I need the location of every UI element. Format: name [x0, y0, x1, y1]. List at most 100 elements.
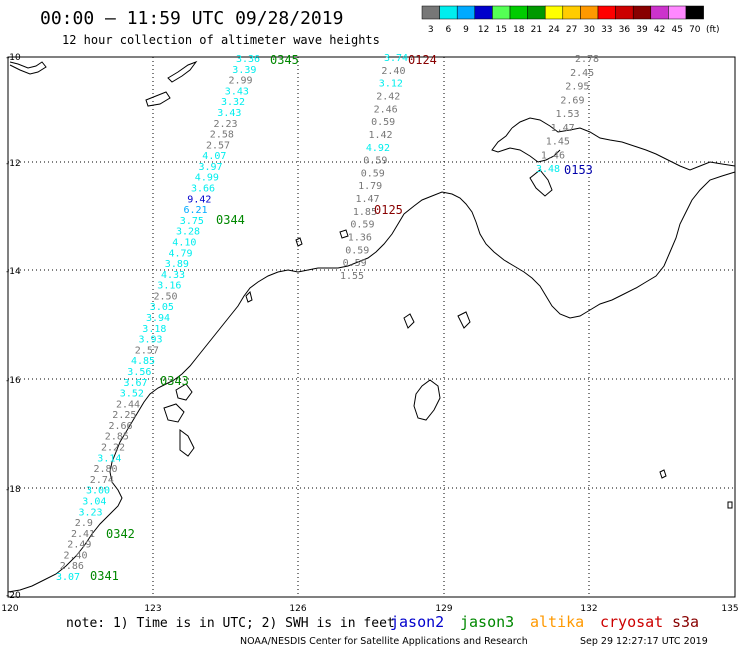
- lat-label: -10: [6, 53, 21, 63]
- lat-label: -18: [6, 485, 21, 495]
- legend-value: 42: [654, 25, 665, 35]
- wave-height-value: 2.44: [116, 399, 140, 410]
- wave-height-value: 2.69: [560, 95, 584, 106]
- wave-height-value: 0.59: [371, 117, 395, 128]
- wave-height-value: 3.93: [139, 335, 163, 346]
- legend-swatch: [580, 5, 599, 20]
- wave-height-value: 3.04: [82, 497, 106, 508]
- legend-swatch: [562, 5, 581, 20]
- legend-swatch: [456, 5, 476, 20]
- wave-height-value: 2.66: [109, 421, 133, 432]
- lon-label: 132: [580, 604, 597, 614]
- wave-height-value: 4.99: [195, 173, 219, 184]
- legend-swatch: [527, 5, 546, 20]
- satellite-name: jason2: [390, 613, 444, 631]
- legend-swatch: [421, 5, 440, 20]
- wave-height-value: 3.43: [217, 108, 241, 119]
- legend-swatch: [544, 5, 564, 20]
- legend-swatch: [492, 5, 511, 20]
- pass-label: 0342: [106, 527, 135, 541]
- lat-label: -16: [6, 376, 21, 386]
- wave-height-value: 3.97: [199, 162, 223, 173]
- wave-height-legend: 3 6 9 12 15 18 21 24 27 30 33 36 39 42 45 70: [421, 5, 704, 35]
- wave-height-value: 0.59: [350, 220, 374, 231]
- wave-height-value: 2.40: [64, 550, 88, 561]
- legend-value: 33: [601, 25, 612, 35]
- wave-height-value: 1.45: [546, 137, 570, 148]
- lon-label: 123: [144, 604, 161, 614]
- wave-height-value: 3.89: [165, 259, 189, 270]
- wave-height-value: 2.78: [575, 54, 599, 65]
- wave-height-value: 4.07: [202, 151, 226, 162]
- wave-height-value: 2.22: [101, 443, 125, 454]
- wave-height-value: 2.23: [214, 119, 238, 130]
- legend-value: 15: [495, 25, 506, 35]
- pass-label: 0153: [564, 163, 593, 177]
- wave-height-value: 0.59: [343, 258, 367, 269]
- wave-height-value: 3.75: [180, 216, 204, 227]
- wave-height-value: 0.59: [345, 245, 369, 256]
- wave-height-value: 6.21: [184, 205, 208, 216]
- wave-height-value: 1.47: [551, 123, 575, 134]
- legend-value: 30: [583, 25, 595, 35]
- pass-label: 0345: [270, 53, 299, 67]
- wave-height-value: 0.59: [361, 168, 385, 179]
- wave-height-value: 2.99: [229, 76, 253, 87]
- legend-unit: (ft): [706, 25, 720, 35]
- footer-note: note: 1) Time is in UTC; 2) SWH is in fe…: [66, 616, 395, 631]
- wave-height-value: 3.94: [146, 313, 170, 324]
- altimeter-tracks: 3.363.392.993.433.323.432.232.582.574.07…: [56, 53, 599, 583]
- legend-swatch: [474, 5, 493, 20]
- lat-label: -14: [6, 267, 21, 277]
- wave-height-value: 2.57: [135, 345, 159, 356]
- wave-height-value: 4.92: [366, 143, 390, 154]
- wave-height-value: 1.47: [356, 194, 380, 205]
- wave-height-value: 1.46: [541, 150, 565, 161]
- footer-credit: NOAA/NESDIS Center for Satellite Applica…: [240, 636, 528, 647]
- wave-height-value: 3.36: [236, 54, 260, 65]
- satellite-name: s3a: [672, 613, 699, 631]
- wave-height-value: 3.14: [97, 453, 121, 464]
- wave-height-value: 1.85: [353, 207, 377, 218]
- pass-label: 0125: [374, 203, 403, 217]
- legend-value: 9: [463, 25, 469, 35]
- wave-height-value: 3.23: [79, 507, 103, 518]
- wave-height-value: 9.42: [187, 194, 211, 205]
- wave-height-value: 2.40: [381, 66, 405, 77]
- legend-value: 70: [689, 25, 701, 35]
- wave-height-value: 2.49: [67, 540, 91, 551]
- wave-height-value: 0.59: [363, 156, 387, 167]
- wave-height-value: 1.53: [556, 109, 580, 120]
- wave-height-value: 2.80: [94, 464, 118, 475]
- wave-height-value: 3.67: [124, 378, 148, 389]
- wave-height-value: 3.39: [232, 65, 256, 76]
- legend-swatch: [685, 5, 704, 20]
- lon-label: 126: [289, 604, 306, 614]
- wave-height-value: 3.43: [225, 86, 249, 97]
- legend-value: 3: [428, 25, 434, 35]
- wave-height-value: 3.00: [86, 486, 110, 497]
- legend-value: 12: [478, 25, 489, 35]
- wave-height-value: 2.42: [376, 92, 400, 103]
- pass-label: 0341: [90, 569, 119, 583]
- legend-value: 24: [548, 25, 560, 35]
- wave-height-value: 1.36: [348, 233, 372, 244]
- wave-height-value: 4.10: [172, 238, 196, 249]
- wave-height-value: 3.16: [157, 281, 181, 292]
- pass-label: 0344: [216, 213, 245, 227]
- wave-height-value: 3.18: [142, 324, 166, 335]
- legend-value: 6: [446, 25, 452, 35]
- wave-height-value: 1.79: [358, 181, 382, 192]
- legend-value: 18: [513, 25, 525, 35]
- pass-label: 0343: [160, 374, 189, 388]
- legend-swatch: [439, 5, 458, 20]
- wave-height-value: 2.9: [75, 518, 93, 529]
- coastlines: [7, 60, 736, 593]
- longitude-labels: 120 123 126 129 132 135: [1, 604, 738, 614]
- latitude-labels: -10 -12 -14 -16 -18 -20: [6, 53, 21, 601]
- wave-height-value: 3.12: [379, 79, 403, 90]
- wave-height-value: 3.48: [536, 164, 560, 175]
- pass-time-labels: 0345 0344 0343 0342 0341 0124 0125 0153: [90, 53, 593, 583]
- wave-height-value: 3.52: [120, 389, 144, 400]
